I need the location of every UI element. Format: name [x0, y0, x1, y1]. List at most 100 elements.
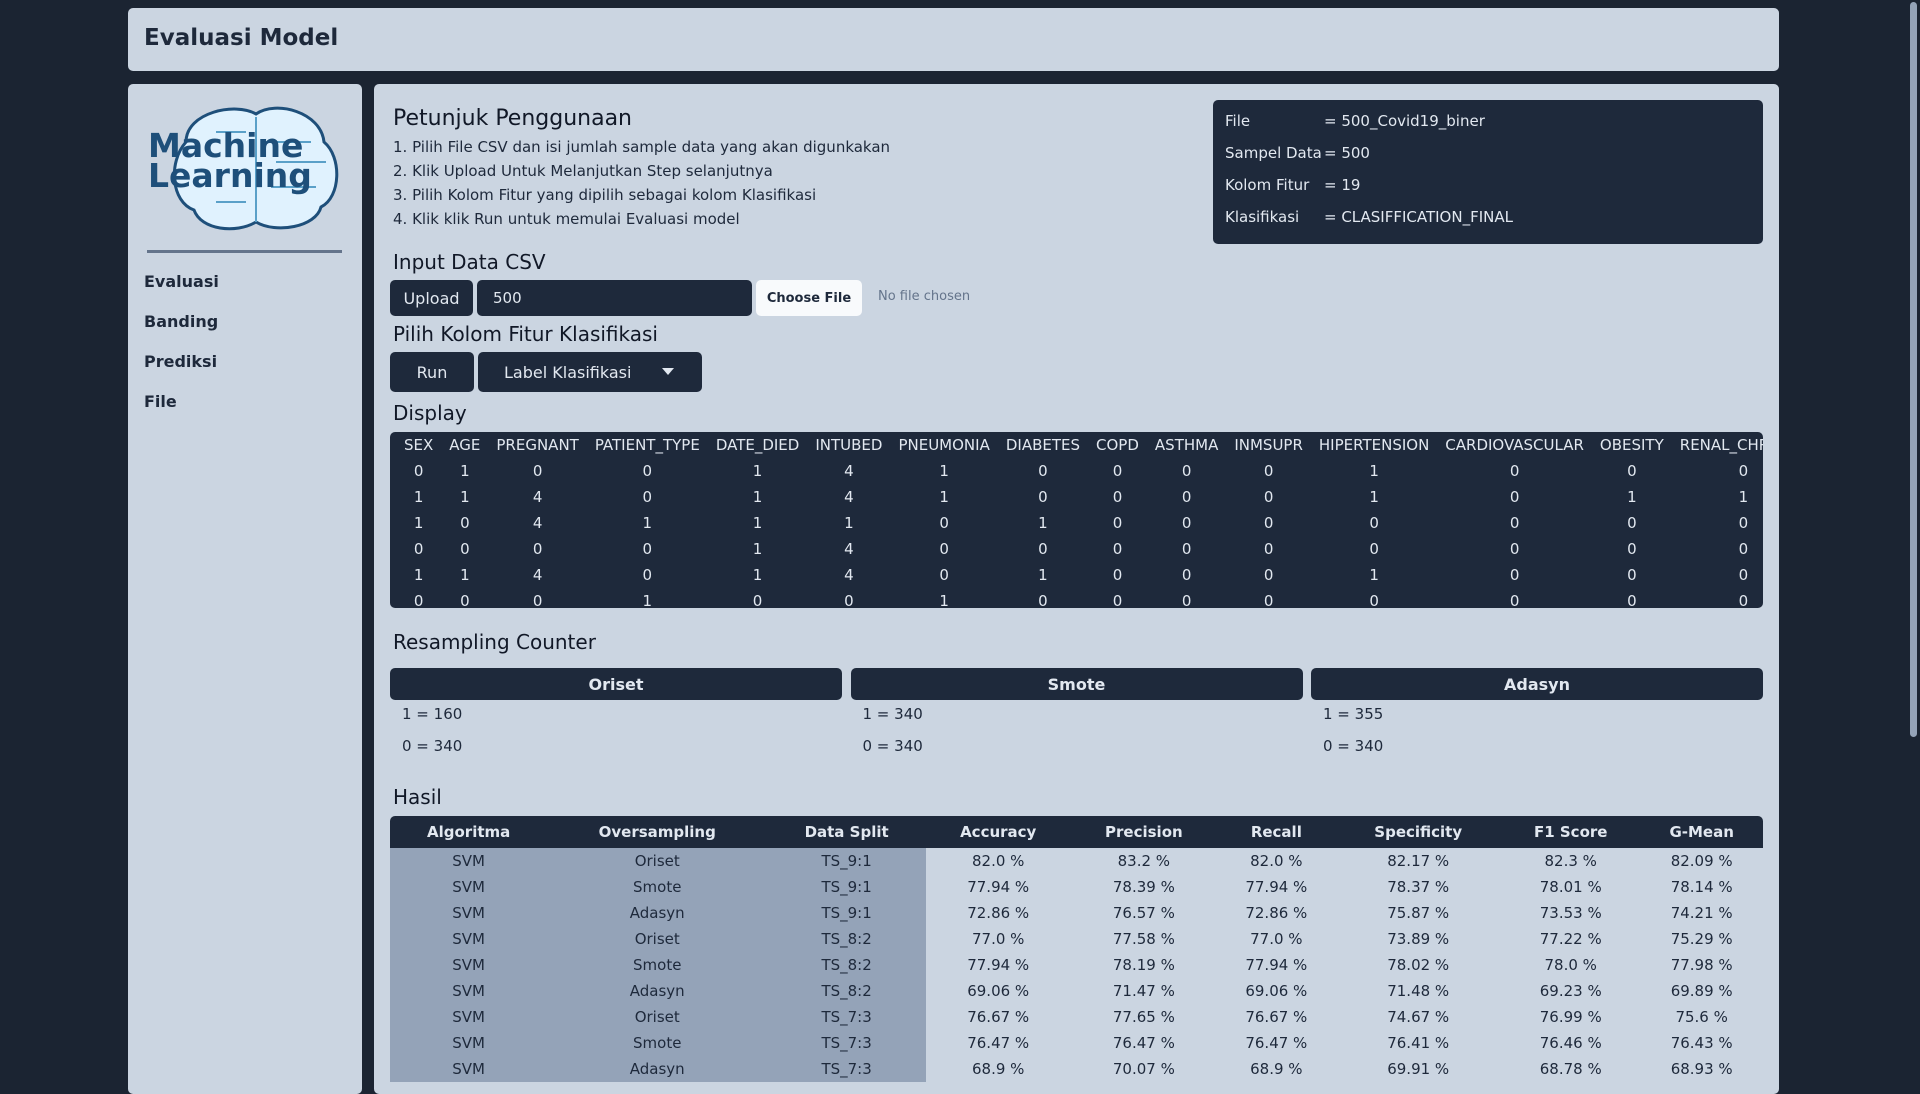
data-row: 1 1 4 0 1 4 0 1 0 0 0 1 0 0 0 [396, 562, 1763, 588]
cell: TS_9:1 [767, 874, 927, 900]
cell: 69.23 % [1539, 982, 1602, 1000]
cell: 0 [1181, 540, 1192, 558]
cell: 0 [1509, 592, 1520, 608]
cell: TS_9:1 [767, 848, 927, 874]
cell: 0 [1263, 566, 1274, 584]
nav-item[interactable]: Banding [144, 312, 219, 331]
column-header: AGE [449, 436, 481, 454]
cell: 82.0 % [1250, 852, 1303, 870]
cell: 68.93 % [1670, 1060, 1733, 1078]
cell: SVM [390, 1004, 548, 1030]
guide-step: 4. Klik klik Run untuk memulai Evaluasi … [393, 210, 740, 228]
scrollbar-thumb[interactable] [1910, 2, 1917, 737]
column-header: DATE_DIED [715, 436, 800, 454]
cell: SVM [390, 874, 548, 900]
header-row: SEX AGE PREGNANT PATIENT_TYPE DATE_DIED INTUB… [396, 432, 1763, 458]
section-title: Pilih Kolom Fitur Klasifikasi [393, 322, 658, 346]
cell: 0 [1112, 462, 1123, 480]
cell: 0 [1181, 514, 1192, 532]
cell: 4 [844, 488, 854, 506]
data-row: 0 1 0 0 1 4 1 0 0 0 0 1 0 0 0 [396, 458, 1763, 484]
info-value: = 500 [1324, 144, 1370, 162]
caret [662, 368, 674, 375]
results-table: Algoritma Oversampling Data Split Accuracy P… [390, 816, 1763, 1082]
cell: 76.41 % [1387, 1034, 1450, 1052]
cell: 1 [460, 488, 470, 506]
cell: 71.48 % [1387, 982, 1450, 1000]
section-title: Resampling Counter [393, 630, 596, 654]
cell: 0 [642, 488, 653, 506]
cell: 69.06 % [967, 982, 1030, 1000]
cell: 0 [1038, 488, 1048, 506]
choose-file-button[interactable]: Choose File [756, 280, 862, 316]
data-row: 0 0 0 0 1 4 0 0 0 0 0 0 0 0 0 [396, 536, 1763, 562]
cell: 77.0 % [971, 930, 1025, 948]
run-button[interactable]: Run [390, 352, 474, 392]
cell: 0 [413, 592, 424, 608]
data-row: SVM Adasyn TS_8:2 69.06 % 71.47 % 69.06 % 71.4… [390, 978, 1763, 1004]
cell: 4 [844, 566, 854, 584]
cell: 76.67 % [1245, 1008, 1308, 1026]
cell: 4 [532, 566, 543, 584]
cell: 0 [413, 540, 424, 558]
cell: TS_8:2 [767, 978, 927, 1004]
cell: 0 [1112, 566, 1123, 584]
cell: 0 [1181, 462, 1192, 480]
cell: 1 [939, 488, 949, 506]
cell: SVM [390, 952, 548, 978]
cell: 0 [1112, 592, 1123, 608]
cell: 68.78 % [1539, 1060, 1602, 1078]
upload-button[interactable]: Upload [390, 280, 473, 316]
section-title: Input Data CSV [393, 250, 546, 274]
data-row: SVM Oriset TS_9:1 82.0 % 83.2 % 82.0 % 82.17 %… [390, 848, 1763, 874]
cell: 0 [1738, 462, 1749, 480]
column-header: G-Mean [1640, 816, 1763, 848]
count-line: 0 = 340 [862, 737, 923, 755]
column-header: PNEUMONIA [898, 436, 990, 454]
cell: 75.29 % [1670, 930, 1733, 948]
cell: 0 [1738, 514, 1749, 532]
cell: 4 [532, 514, 543, 532]
cell: Oriset [547, 926, 768, 952]
label-dropdown[interactable]: Label Klasifikasi [478, 352, 702, 392]
cell: 0 [1263, 514, 1274, 532]
cell: Smote [547, 1030, 768, 1056]
cell: 0 [1509, 462, 1520, 480]
count-line: 1 = 340 [862, 705, 923, 723]
cell: 0 [532, 540, 543, 558]
cell: 77.65 % [1112, 1008, 1175, 1026]
cell: 78.19 % [1112, 956, 1175, 974]
header: Evaluasi Model [128, 8, 1779, 71]
section-title: Hasil [393, 785, 442, 809]
data-row: SVM Oriset TS_8:2 77.0 % 77.58 % 77.0 % 73.89 … [390, 926, 1763, 952]
cell: 82.3 % [1544, 852, 1597, 870]
cell: 74.67 % [1387, 1008, 1450, 1026]
cell: 0 [460, 592, 470, 608]
cell: 77.94 % [1245, 956, 1308, 974]
nav-item[interactable]: File [144, 392, 177, 411]
info-value: = 500_Covid19_biner [1324, 112, 1485, 130]
cell: 1 [460, 566, 470, 584]
cell: 1 [1738, 488, 1749, 506]
logo: Machine Learning [148, 106, 339, 231]
cell: 1 [939, 592, 949, 608]
cell: 0 [1738, 540, 1749, 558]
column-header: Recall [1217, 816, 1336, 848]
cell: TS_7:3 [767, 1004, 927, 1030]
column-header: F1 Score [1501, 816, 1641, 848]
nav-item[interactable]: Prediksi [144, 352, 218, 371]
cell: 1 [752, 462, 763, 480]
data-row: SVM Adasyn TS_7:3 68.9 % 70.07 % 68.9 % 69.91 … [390, 1056, 1763, 1082]
cell: Smote [547, 874, 768, 900]
cell: 1 [413, 488, 424, 506]
column-header: DIABETES [1005, 436, 1081, 454]
cell: 0 [1509, 514, 1520, 532]
cell: 0 [1263, 488, 1274, 506]
nav-item[interactable]: Evaluasi [144, 272, 219, 291]
sample-input[interactable]: 500 [477, 280, 752, 316]
cell: 0 [1263, 462, 1274, 480]
cell: 4 [532, 488, 543, 506]
cell: 0 [1263, 540, 1274, 558]
cell: 0 [1627, 514, 1637, 532]
